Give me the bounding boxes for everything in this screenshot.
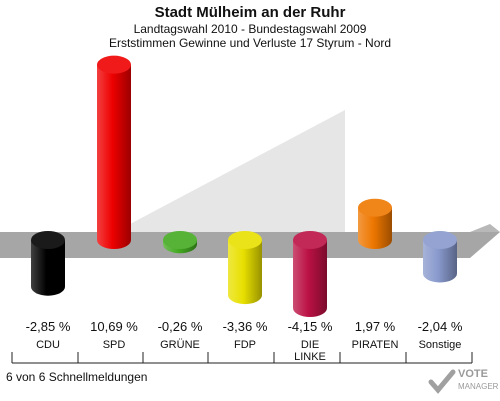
shadow-wedge xyxy=(115,110,345,232)
bar-bottom-cap xyxy=(293,299,327,318)
category-label: Sonstige xyxy=(419,339,462,351)
value-label: -2,04 % xyxy=(418,319,463,334)
checkmark-icon xyxy=(428,369,456,394)
chart-title: Stadt Mülheim an der Ruhr xyxy=(154,4,346,21)
reports-status: 6 von 6 Schnellmeldungen xyxy=(6,370,148,384)
bar xyxy=(228,240,262,296)
logo-text: VOTE xyxy=(458,368,488,380)
value-label: -2,85 % xyxy=(26,319,71,334)
category-label: DIE xyxy=(301,339,319,351)
vote-manager-logo: VOTE MANAGER xyxy=(428,368,500,400)
category-label: SPD xyxy=(103,339,126,351)
bar-top-cap xyxy=(163,231,197,249)
bar-top-cap xyxy=(423,231,457,249)
category-label: LINKE xyxy=(294,351,326,363)
chart-subtitle-2: Erststimmen Gewinne und Verluste 17 Styr… xyxy=(108,36,392,50)
category-label: PIRATEN xyxy=(352,339,399,351)
bar-top-cap xyxy=(31,231,65,249)
chart-subtitle-1: Landtagswahl 2010 - Bundestagswahl 2009 xyxy=(133,22,367,36)
bar-bottom-cap xyxy=(31,277,65,296)
bar-bottom-cap xyxy=(228,286,262,305)
value-label: 10,69 % xyxy=(90,319,138,334)
category-label: GRÜNE xyxy=(160,339,200,351)
value-label: -0,26 % xyxy=(158,319,203,334)
category-label: CDU xyxy=(36,339,60,351)
bar-top-cap xyxy=(97,55,131,74)
category-label: FDP xyxy=(234,339,256,351)
bar-top-cap xyxy=(293,231,327,249)
bar-top-cap xyxy=(358,198,392,217)
bar-bottom-cap xyxy=(423,264,457,283)
bar-bottom-cap xyxy=(97,231,131,249)
bar xyxy=(97,64,131,241)
value-label: -4,15 % xyxy=(288,319,333,334)
value-label: 1,97 % xyxy=(355,319,396,334)
value-label: -3,36 % xyxy=(223,319,268,334)
bar-bottom-cap xyxy=(358,231,392,249)
bar xyxy=(293,240,327,309)
logo-subtext: MANAGER xyxy=(458,382,499,391)
bar-top-cap xyxy=(228,231,262,249)
